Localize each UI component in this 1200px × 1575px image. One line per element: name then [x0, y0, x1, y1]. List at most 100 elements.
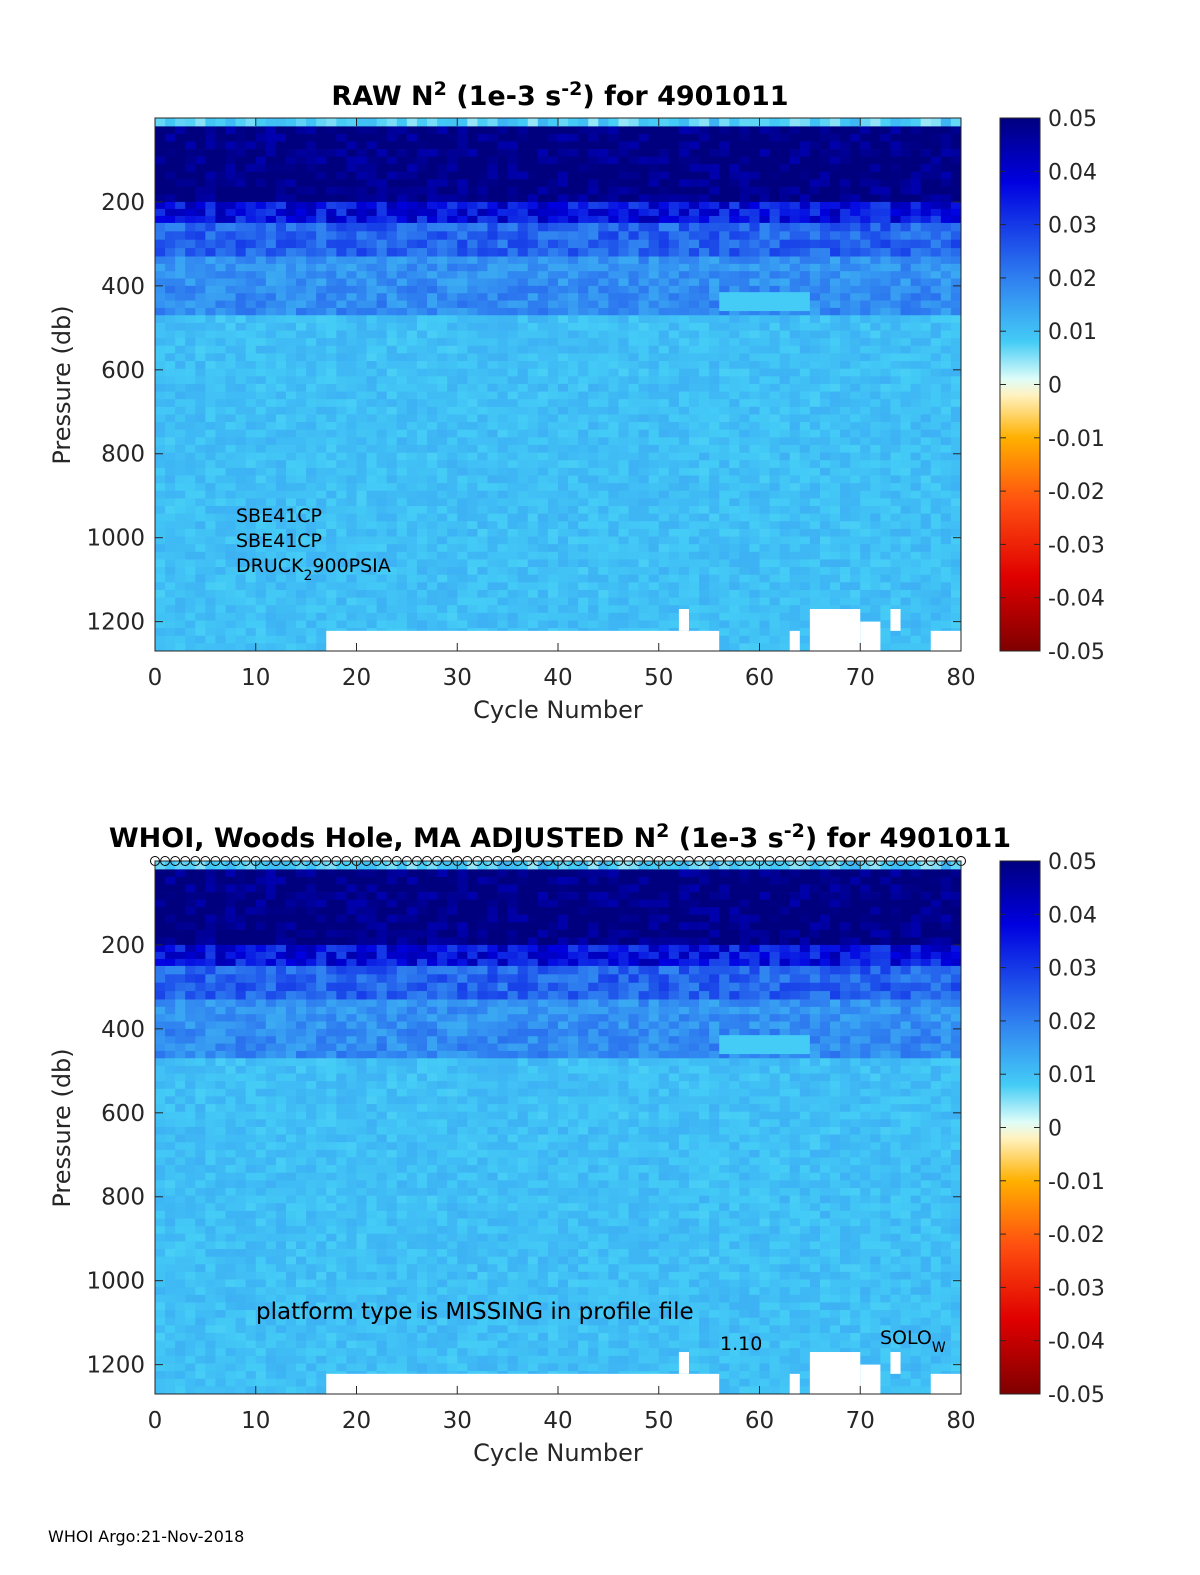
heatmap-cell — [688, 490, 700, 499]
heatmap-cell — [830, 437, 841, 446]
heatmap-cell — [578, 536, 589, 545]
heatmap-cell — [427, 307, 438, 316]
heatmap-cell — [779, 574, 791, 583]
heatmap-cell — [416, 215, 428, 224]
heatmap-cell — [346, 353, 357, 362]
heatmap-cell — [477, 285, 488, 294]
heatmap-cell — [265, 597, 277, 606]
heatmap-cell — [215, 376, 226, 385]
heatmap-cell — [547, 574, 559, 583]
heatmap-cell — [175, 628, 186, 637]
heatmap-cell — [155, 278, 166, 287]
heatmap-cell — [830, 231, 841, 241]
heatmap-cell — [386, 513, 398, 522]
heatmap-cell — [547, 589, 559, 598]
heatmap-cell — [658, 467, 670, 476]
heatmap-cell — [376, 444, 388, 453]
heatmap-cell — [336, 383, 347, 392]
heatmap-cell — [386, 239, 398, 249]
heatmap-cell — [558, 383, 569, 392]
heatmap-cell — [719, 361, 730, 370]
heatmap-cell — [437, 460, 448, 469]
heatmap-cell — [376, 483, 388, 492]
heatmap-cell — [729, 521, 740, 530]
heatmap-cell — [648, 559, 660, 568]
heatmap-cell — [860, 222, 871, 232]
heatmap-cell — [497, 285, 509, 294]
heatmap-cell — [296, 437, 307, 446]
heatmap-cell — [285, 467, 297, 476]
heatmap-cell — [406, 133, 418, 142]
heatmap-cell — [729, 256, 740, 265]
heatmap-cell — [779, 186, 791, 195]
heatmap-cell — [658, 437, 670, 446]
heatmap-cell — [255, 293, 267, 301]
heatmap-cell — [376, 429, 388, 438]
heatmap-cell — [739, 330, 750, 339]
heatmap-cell — [598, 589, 609, 598]
heatmap-cell — [789, 620, 801, 629]
heatmap-cell — [376, 208, 388, 217]
heatmap-cell — [255, 475, 267, 484]
heatmap-cell — [809, 414, 821, 423]
heatmap-cell — [225, 126, 236, 135]
heatmap-cell — [175, 126, 186, 135]
heatmap-cell — [487, 368, 498, 377]
heatmap-cell — [497, 345, 509, 354]
heatmap-cell — [386, 271, 398, 279]
heatmap-cell — [386, 475, 398, 484]
heatmap-cell — [537, 361, 549, 370]
heatmap-cell — [386, 208, 398, 217]
heatmap-cell — [396, 460, 408, 469]
heatmap-cell — [840, 383, 851, 392]
heatmap-cell — [447, 186, 458, 195]
heatmap-cell — [638, 597, 650, 606]
heatmap-cell — [447, 231, 458, 241]
heatmap-cell — [608, 551, 619, 560]
heatmap-cell — [789, 330, 801, 339]
heatmap-cell — [245, 414, 257, 423]
heatmap-cell — [860, 574, 871, 583]
heatmap-cell — [366, 345, 378, 354]
heatmap-cell — [316, 141, 327, 150]
heatmap-cell — [376, 141, 388, 150]
heatmap-cell — [195, 498, 206, 507]
heatmap-cell — [739, 528, 750, 537]
heatmap-cell — [578, 345, 589, 354]
heatmap-cell — [195, 589, 206, 598]
heatmap-cell — [155, 194, 166, 203]
heatmap-cell — [588, 612, 599, 621]
heatmap-cell — [547, 452, 559, 461]
heatmap-cell — [578, 406, 589, 415]
heatmap-cell — [457, 391, 468, 400]
heatmap-cell — [467, 383, 478, 392]
heatmap-cell — [688, 383, 700, 392]
heatmap-cell — [749, 490, 760, 499]
heatmap-cell — [366, 186, 378, 195]
heatmap-cell — [598, 605, 609, 614]
heatmap-cell — [537, 149, 549, 158]
heatmap-cell — [739, 231, 750, 241]
heatmap-cell — [789, 141, 801, 150]
heatmap-cell — [225, 551, 236, 560]
heatmap-cell — [779, 391, 791, 400]
heatmap-cell — [406, 149, 418, 158]
heatmap-cell — [386, 383, 398, 392]
heatmap-cell — [648, 422, 660, 431]
heatmap-cell — [336, 536, 347, 545]
heatmap-cell — [285, 414, 297, 423]
heatmap-cell — [175, 551, 186, 560]
heatmap-cell — [568, 307, 579, 316]
heatmap-cell — [427, 164, 438, 173]
heatmap-cell — [265, 498, 277, 507]
heatmap-cell — [326, 215, 337, 224]
heatmap-cell — [699, 437, 710, 446]
heatmap-cell — [265, 222, 277, 232]
heatmap-cell — [819, 263, 831, 272]
heatmap-cell — [366, 620, 378, 629]
heatmap-cell — [487, 322, 498, 331]
heatmap-cell — [547, 322, 559, 331]
heatmap-cell — [840, 528, 851, 537]
heatmap-cell — [447, 437, 458, 446]
heatmap-cell — [185, 285, 196, 294]
